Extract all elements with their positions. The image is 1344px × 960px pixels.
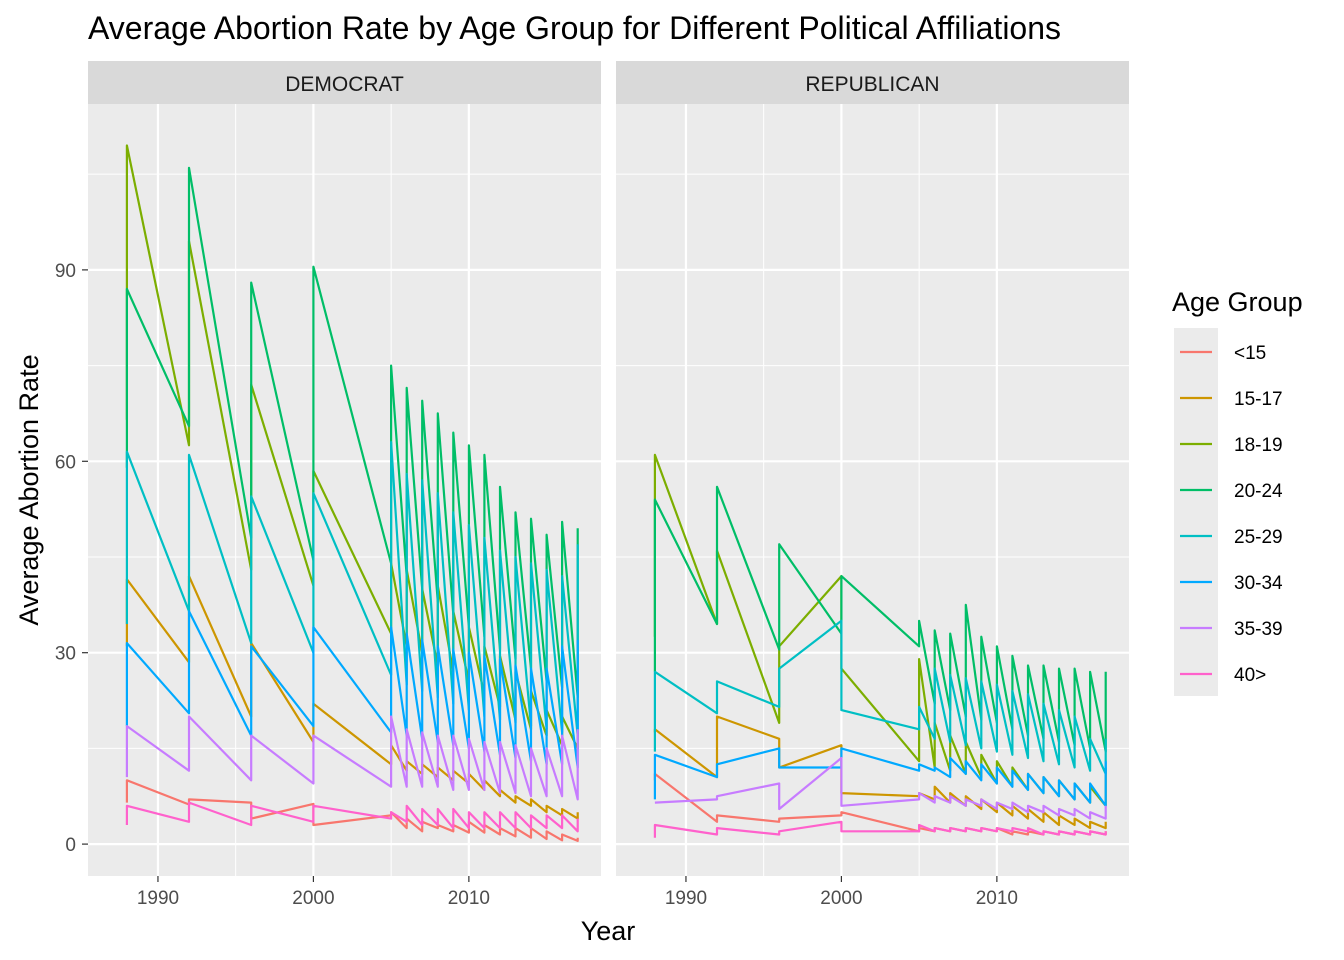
strip-label-republican: REPUBLICAN [805,73,939,96]
series-line-democrat-25-29 [125,441,579,737]
legend-items: <15 15-17 18-19 20-24 25-29 30-34 35-39 40> [1180,343,1283,686]
series-line-democrat-30-34 [125,610,579,769]
x-ticks-democrat: 1990 2000 2010 [137,876,490,909]
x-tick-label: 2000 [292,888,334,909]
plot-background-republican [616,104,1129,876]
y-axis: 0 30 60 90 [55,261,88,856]
x-tick-label: 2010 [448,888,490,909]
x-ticks-republican: 1990 2000 2010 [665,876,1018,909]
series-republican [653,453,1107,838]
plot-background-democrat [88,104,601,876]
series-democrat [125,144,579,842]
chart-title: Average Abortion Rate by Age Group for D… [88,10,1061,46]
series-line-democrat-40-plus [125,801,579,833]
legend: Age Group <15 15-17 18-19 20-24 25-29 30-34 35… [1172,287,1303,696]
x-tick-label: 2000 [820,888,862,909]
strip-republican [616,61,1129,104]
y-tick-label: 90 [55,261,76,282]
x-tick-label: 2010 [976,888,1018,909]
legend-label-15-17: 15-17 [1234,389,1283,410]
legend-label-lt-15: <15 [1234,343,1266,364]
legend-label-20-24: 20-24 [1234,481,1283,502]
series-line-republican-30-34 [653,747,1107,807]
series-line-democrat-35-39 [125,715,579,801]
legend-label-40-plus: 40> [1234,665,1266,686]
legend-label-18-19: 18-19 [1234,435,1283,456]
series-line-republican-35-39 [654,756,1107,820]
series-line-republican-25-29 [653,619,1107,775]
strip-democrat [88,61,601,104]
series-line-republican-20-24 [653,485,1107,753]
legend-key-background [1174,328,1218,696]
x-tick-label: 1990 [137,888,179,909]
y-tick-label: 30 [55,644,76,665]
legend-label-30-34: 30-34 [1234,573,1283,594]
y-axis-title: Average Abortion Rate [14,354,44,625]
y-tick-label: 0 [65,835,76,856]
legend-label-25-29: 25-29 [1234,527,1283,548]
x-axis-title: Year [581,916,636,946]
strip-label-democrat: DEMOCRAT [285,73,404,96]
legend-title: Age Group [1172,287,1303,317]
series-line-republican-40-plus [653,820,1107,838]
y-tick-label: 60 [55,452,76,473]
panel-republican: REPUBLICAN 1990 2000 2010 [616,61,1129,909]
legend-label-35-39: 35-39 [1234,619,1283,640]
panel-democrat: DEMOCRAT 1990 2000 2010 [88,61,601,909]
x-tick-label: 1990 [665,888,707,909]
